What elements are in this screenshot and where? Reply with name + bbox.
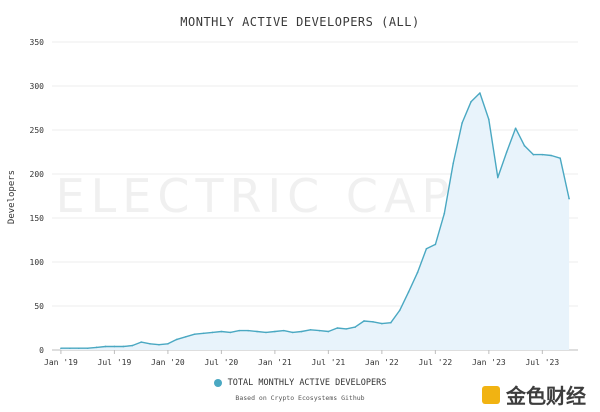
data-point: [452, 162, 454, 165]
data-point: [363, 320, 365, 322]
data-point: [193, 333, 196, 335]
x-tick-label: Jan '20: [151, 358, 185, 367]
y-tick-label: 100: [30, 258, 45, 267]
data-point: [256, 330, 258, 333]
data-point: [158, 343, 160, 346]
data-point: [202, 332, 205, 335]
y-tick-label: 50: [34, 302, 44, 311]
data-point: [318, 329, 321, 332]
data-point: [77, 347, 80, 350]
data-point: [559, 157, 561, 159]
data-point: [425, 248, 428, 250]
data-point: [291, 331, 294, 334]
data-point: [398, 309, 401, 312]
x-tick-label: Jan '22: [365, 358, 399, 367]
data-point: [309, 328, 312, 331]
data-point: [104, 345, 107, 348]
data-point: [523, 145, 526, 147]
x-tick-label: Jan '19: [44, 358, 78, 367]
data-point: [238, 329, 241, 332]
data-point: [247, 329, 249, 332]
data-point: [274, 330, 276, 333]
data-point: [140, 341, 142, 343]
data-point: [407, 291, 410, 293]
y-axis-label: Developers: [7, 170, 17, 224]
x-tick-label: Jul '20: [205, 358, 239, 367]
data-point: [282, 329, 285, 332]
data-point: [443, 212, 446, 215]
data-point: [184, 336, 187, 338]
legend: TOTAL MONTHLY ACTIVE DEVELOPERS: [0, 378, 600, 388]
data-point: [167, 343, 169, 345]
y-axis-ticks: 0 50 100 150 200 250 300 350: [30, 38, 45, 355]
data-point: [488, 118, 490, 121]
data-point: [389, 321, 392, 324]
data-point: [541, 153, 544, 156]
data-point: [220, 330, 223, 333]
logo-text: 金色财经: [506, 384, 586, 408]
data-point: [122, 345, 125, 348]
series-area: [60, 93, 570, 350]
data-point: [461, 122, 463, 124]
x-tick-label: Jan '21: [258, 358, 292, 367]
legend-label: TOTAL MONTHLY ACTIVE DEVELOPERS: [227, 378, 387, 388]
x-axis-ticks: Jan '19 Jul '19 Jan '20 Jul '20 Jan '21 Jul '…: [44, 350, 559, 367]
chart-title: MONTHLY ACTIVE DEVELOPERS (ALL): [180, 15, 420, 29]
source-note: Based on Crypto Ecosystems Github: [235, 394, 365, 402]
series-layer: [60, 92, 570, 350]
data-point: [149, 343, 151, 345]
data-point: [95, 346, 98, 349]
y-tick-label: 150: [30, 214, 45, 223]
y-tick-label: 200: [30, 170, 45, 179]
data-point: [176, 338, 178, 341]
data-point: [381, 322, 383, 325]
data-point: [479, 92, 481, 94]
data-point: [131, 344, 134, 347]
data-point: [532, 153, 535, 156]
data-point: [434, 243, 437, 246]
x-tick-label: Jul '22: [418, 358, 452, 367]
data-point: [336, 327, 339, 329]
data-point: [113, 345, 116, 348]
data-point: [60, 347, 62, 350]
data-point: [69, 347, 71, 350]
x-tick-label: Jul '19: [98, 358, 132, 367]
data-point: [550, 154, 553, 157]
y-tick-label: 250: [30, 126, 45, 135]
data-point: [514, 127, 517, 130]
y-tick-label: 350: [30, 38, 45, 47]
data-point: [496, 176, 499, 179]
data-point: [470, 101, 472, 103]
data-point: [300, 330, 303, 333]
x-tick-label: Jan '23: [472, 358, 506, 367]
data-point: [354, 326, 356, 328]
logo-mark-icon: [482, 385, 500, 404]
data-point: [505, 151, 508, 153]
x-tick-label: Jul '21: [312, 358, 346, 367]
data-point: [345, 328, 348, 330]
data-point: [265, 331, 267, 334]
y-tick-label: 300: [30, 82, 45, 91]
data-point: [372, 321, 374, 323]
data-point: [327, 330, 330, 333]
data-point: [416, 271, 419, 274]
x-tick-label: Jul '23: [525, 358, 559, 367]
data-point: [211, 331, 214, 334]
data-point: [568, 197, 570, 200]
corner-logo: 金色财经: [482, 380, 586, 409]
data-point: [86, 347, 89, 350]
series-line: [60, 92, 570, 349]
legend-swatch: [213, 378, 222, 387]
data-point: [229, 331, 232, 334]
y-tick-label: 0: [39, 346, 44, 355]
